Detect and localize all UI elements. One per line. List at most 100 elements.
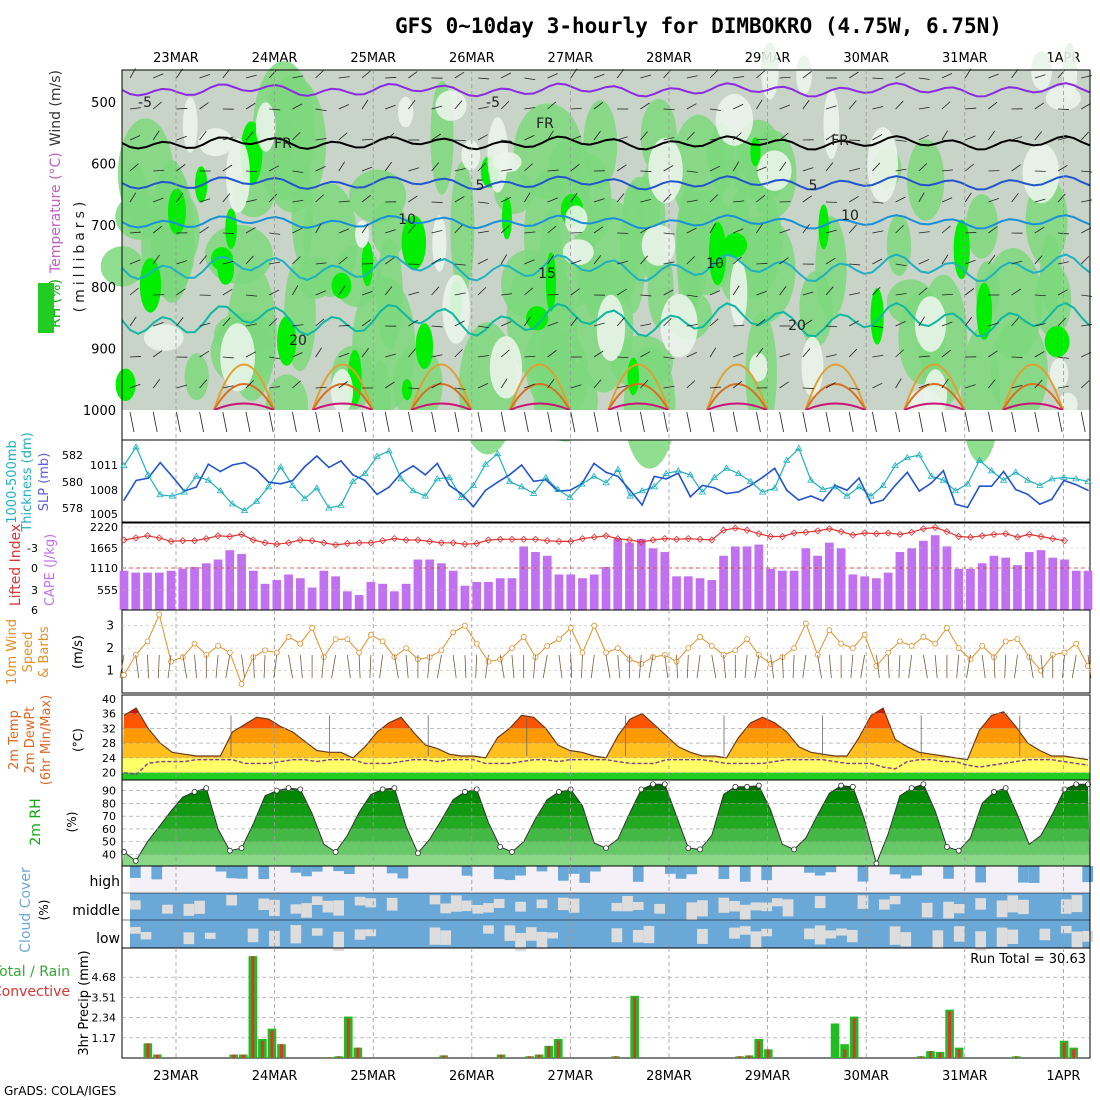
rh-dry-area — [461, 140, 481, 171]
rh-dry-area — [493, 151, 522, 173]
cape-bar — [930, 535, 940, 610]
wind-barb — [941, 293, 954, 296]
cloud-high-cell — [857, 866, 869, 882]
surface-wind-barb — [918, 411, 924, 433]
thickness-point — [927, 472, 936, 479]
precip-convective-bar — [146, 1043, 150, 1058]
wind-barb — [849, 320, 860, 327]
surface-wind-barb — [802, 411, 808, 433]
isotherm-15 — [121, 253, 1091, 282]
wind-barb — [547, 197, 558, 203]
temp-bands — [122, 708, 1090, 780]
wind-barb — [802, 291, 814, 296]
rh-tick-label: 40 — [102, 849, 116, 862]
cloud-middle-gap — [750, 902, 762, 911]
wind-barb — [756, 70, 765, 79]
cape-bar — [1013, 565, 1022, 610]
lifted-index-point — [990, 530, 998, 538]
precip-convective-bar — [1014, 1056, 1018, 1058]
wind-barb — [616, 68, 625, 79]
cape-bar — [707, 580, 717, 610]
cape-bar — [260, 583, 270, 610]
cape-bar — [166, 570, 176, 610]
thickness-point — [228, 500, 237, 507]
wind-barb — [732, 380, 743, 389]
cloud-middle-gap — [772, 898, 783, 907]
cape-bar — [766, 568, 775, 610]
li-tick-label: 6 — [31, 604, 38, 617]
cloud-high-cell — [536, 866, 548, 872]
thickness-point — [891, 461, 899, 468]
lifted-index-point — [414, 536, 422, 544]
rh-moist-area — [965, 194, 999, 259]
wind-barb — [524, 383, 535, 389]
lifted-index-point — [461, 540, 469, 548]
wind-barb — [849, 167, 860, 172]
cloud-high-cell — [130, 866, 141, 878]
lifted-index-point — [531, 535, 540, 543]
wind-barb — [590, 654, 595, 679]
date-label: 27MAR — [548, 51, 594, 66]
slp-point — [303, 465, 306, 468]
wind-barb — [965, 107, 977, 110]
thickness-point — [457, 493, 466, 500]
thickness-point — [951, 486, 960, 494]
lifted-index-point — [179, 537, 187, 545]
wind-barb — [152, 254, 160, 265]
wind-barb — [663, 317, 672, 327]
rh-extreme-point — [473, 786, 480, 793]
cloud-middle-gap — [1071, 895, 1083, 913]
slp-point — [737, 491, 740, 493]
precip-total-legend: Total / Rain — [0, 964, 70, 980]
wind-barb — [988, 130, 996, 141]
cloud-middle-gap — [290, 904, 302, 914]
wind-barb — [593, 198, 605, 203]
cloud-high-cell — [515, 866, 526, 876]
slp-point — [990, 485, 993, 488]
cloud-high-cell — [814, 866, 826, 876]
slp-point — [761, 476, 764, 479]
run-total-label: Run Total = 30.63 — [970, 952, 1086, 967]
cloud-high-cell — [632, 866, 644, 882]
wind-speed-point — [920, 634, 927, 640]
wind-barb — [1034, 351, 1045, 358]
wind-ylabel-line3: & Barbs — [37, 626, 52, 678]
cloud-low-gap — [130, 927, 141, 934]
wind-barb — [547, 225, 557, 234]
wind-barb — [454, 292, 466, 296]
thickness-point — [819, 485, 827, 492]
wind-barb — [454, 263, 466, 266]
rh-extreme-point — [1002, 785, 1009, 792]
wind-barb — [802, 387, 814, 389]
cape-bar — [742, 546, 752, 610]
cloud-low-gap — [1060, 925, 1072, 934]
lifted-index-point — [226, 532, 234, 541]
slp-tick-label: 1008 — [90, 484, 118, 497]
cloud-high-cell — [504, 866, 516, 881]
slp-point — [496, 481, 499, 483]
lifted-index-point — [708, 536, 716, 544]
date-label: 30MAR — [843, 1069, 889, 1084]
surface-wind-barb — [547, 411, 552, 433]
cloud-low-gap — [814, 925, 826, 945]
thickness-point — [252, 497, 261, 504]
wind-speed-point — [226, 649, 233, 656]
cape-bar — [989, 555, 999, 610]
wind-barb — [779, 381, 789, 389]
thickness-point — [469, 481, 478, 488]
lifted-index-point — [285, 539, 293, 547]
rh-extreme-point — [955, 847, 962, 854]
wind-barb — [941, 130, 949, 141]
date-label: 26MAR — [449, 1069, 495, 1084]
wind-barb — [346, 654, 351, 679]
wind-barb — [315, 194, 325, 203]
wind-barb — [802, 195, 813, 203]
slp-point — [364, 479, 366, 482]
wind-barb — [222, 260, 234, 265]
cloud-high-cell — [226, 866, 237, 879]
wind-barb — [501, 72, 512, 79]
wind-barb — [454, 348, 463, 358]
wind-barb — [918, 316, 925, 327]
wind-barb — [358, 654, 361, 679]
surface-wind-barb — [895, 411, 900, 433]
